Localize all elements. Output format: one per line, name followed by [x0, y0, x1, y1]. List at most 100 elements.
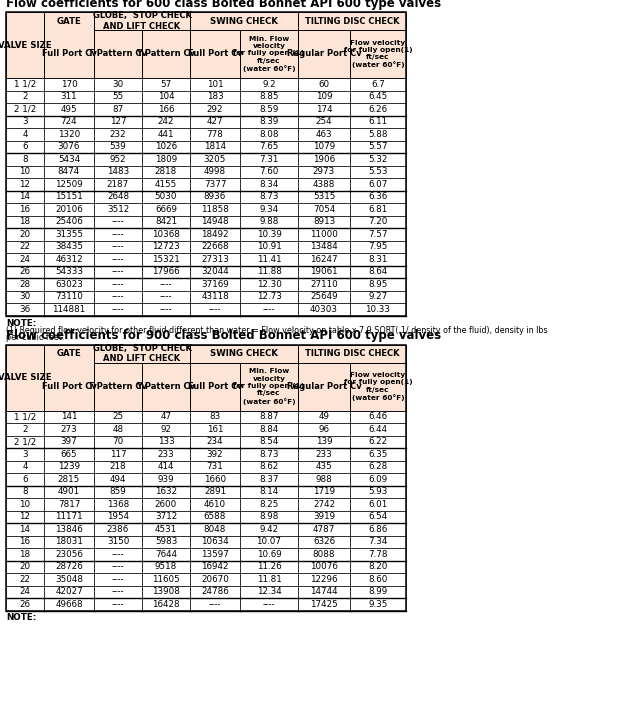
Text: 25649: 25649 [310, 292, 338, 301]
Text: 6669: 6669 [155, 205, 177, 214]
Bar [240, 291, 298, 303]
Text: 7.57: 7.57 [368, 230, 387, 238]
Bar [6, 511, 44, 523]
Text: 92: 92 [161, 425, 171, 434]
Bar [94, 344, 190, 362]
Text: 4998: 4998 [204, 168, 226, 176]
Text: 5315: 5315 [313, 193, 335, 201]
Text: 16: 16 [19, 205, 31, 214]
Bar [142, 523, 190, 536]
Text: 242: 242 [158, 117, 174, 126]
Text: 441: 441 [158, 130, 174, 139]
Text: 8.20: 8.20 [368, 562, 387, 571]
Bar [190, 253, 240, 266]
Bar [240, 523, 298, 536]
Text: 292: 292 [207, 105, 223, 114]
Bar [298, 344, 406, 362]
Bar [350, 362, 406, 410]
Bar [94, 523, 142, 536]
Bar [44, 190, 94, 203]
Text: Y Pattern Cv: Y Pattern Cv [136, 49, 195, 59]
Text: 8.87: 8.87 [259, 412, 279, 421]
Bar [94, 203, 142, 216]
Bar [94, 511, 142, 523]
Text: 10: 10 [19, 168, 31, 176]
Text: 392: 392 [207, 450, 224, 459]
Bar [142, 140, 190, 153]
Text: 5.88: 5.88 [368, 130, 387, 139]
Bar [350, 30, 406, 78]
Text: 42027: 42027 [55, 587, 83, 596]
Bar [142, 548, 190, 561]
Text: 7817: 7817 [58, 500, 80, 509]
Bar [94, 536, 142, 548]
Text: ----: ---- [160, 305, 172, 314]
Text: 414: 414 [158, 463, 174, 471]
Bar [94, 423, 142, 435]
Bar [6, 203, 44, 216]
Text: 161: 161 [207, 425, 223, 434]
Text: ----: ---- [208, 600, 221, 609]
Text: 8.25: 8.25 [259, 500, 279, 509]
Text: 5.53: 5.53 [368, 168, 387, 176]
Bar [142, 128, 190, 140]
Text: 859: 859 [110, 488, 126, 496]
Bar [190, 485, 240, 498]
Bar [44, 115, 94, 128]
Text: 1483: 1483 [107, 168, 129, 176]
Text: 16: 16 [19, 537, 31, 546]
Bar [190, 498, 240, 511]
Bar [298, 498, 350, 511]
Text: 7644: 7644 [155, 550, 177, 558]
Text: 12.34: 12.34 [257, 587, 281, 596]
Text: 96: 96 [318, 425, 330, 434]
Bar [44, 573, 94, 586]
Text: 11171: 11171 [55, 512, 83, 521]
Text: 8.99: 8.99 [369, 587, 387, 596]
Bar [44, 253, 94, 266]
Text: 27313: 27313 [201, 255, 229, 263]
Text: 9.34: 9.34 [259, 205, 279, 214]
Text: 31355: 31355 [55, 230, 83, 238]
Text: 28726: 28726 [55, 562, 83, 571]
Bar [240, 153, 298, 165]
Bar [190, 410, 240, 423]
Bar [94, 586, 142, 598]
Bar [142, 511, 190, 523]
Bar [44, 178, 94, 190]
Text: 11.81: 11.81 [257, 575, 281, 584]
Text: 6.54: 6.54 [369, 512, 387, 521]
Text: 28: 28 [19, 280, 31, 289]
Bar [190, 548, 240, 561]
Text: 7.78: 7.78 [368, 550, 387, 558]
Text: 2386: 2386 [107, 525, 129, 533]
Text: 8936: 8936 [204, 193, 226, 201]
Text: 2648: 2648 [107, 193, 129, 201]
Bar [350, 165, 406, 178]
Text: 30: 30 [112, 79, 124, 89]
Text: 10: 10 [19, 500, 31, 509]
Text: 183: 183 [207, 92, 224, 101]
Bar [350, 103, 406, 115]
Bar [44, 485, 94, 498]
Text: 20: 20 [19, 562, 31, 571]
Bar [298, 460, 350, 473]
Bar [6, 498, 44, 511]
Bar [6, 344, 406, 410]
Text: 5983: 5983 [155, 537, 177, 546]
Text: 778: 778 [207, 130, 224, 139]
Bar [190, 423, 240, 435]
Text: GATE: GATE [57, 349, 82, 358]
Text: 495: 495 [61, 105, 77, 114]
Bar [240, 90, 298, 103]
Bar [94, 190, 142, 203]
Text: ----: ---- [112, 255, 124, 263]
Text: GLOBE,  STOP CHECK
AND LIFT CHECK: GLOBE, STOP CHECK AND LIFT CHECK [92, 344, 192, 364]
Bar [142, 115, 190, 128]
Bar [44, 153, 94, 165]
Text: 3: 3 [22, 117, 28, 126]
Bar [94, 498, 142, 511]
Bar [142, 103, 190, 115]
Bar [94, 561, 142, 573]
Text: 6.09: 6.09 [369, 475, 387, 484]
